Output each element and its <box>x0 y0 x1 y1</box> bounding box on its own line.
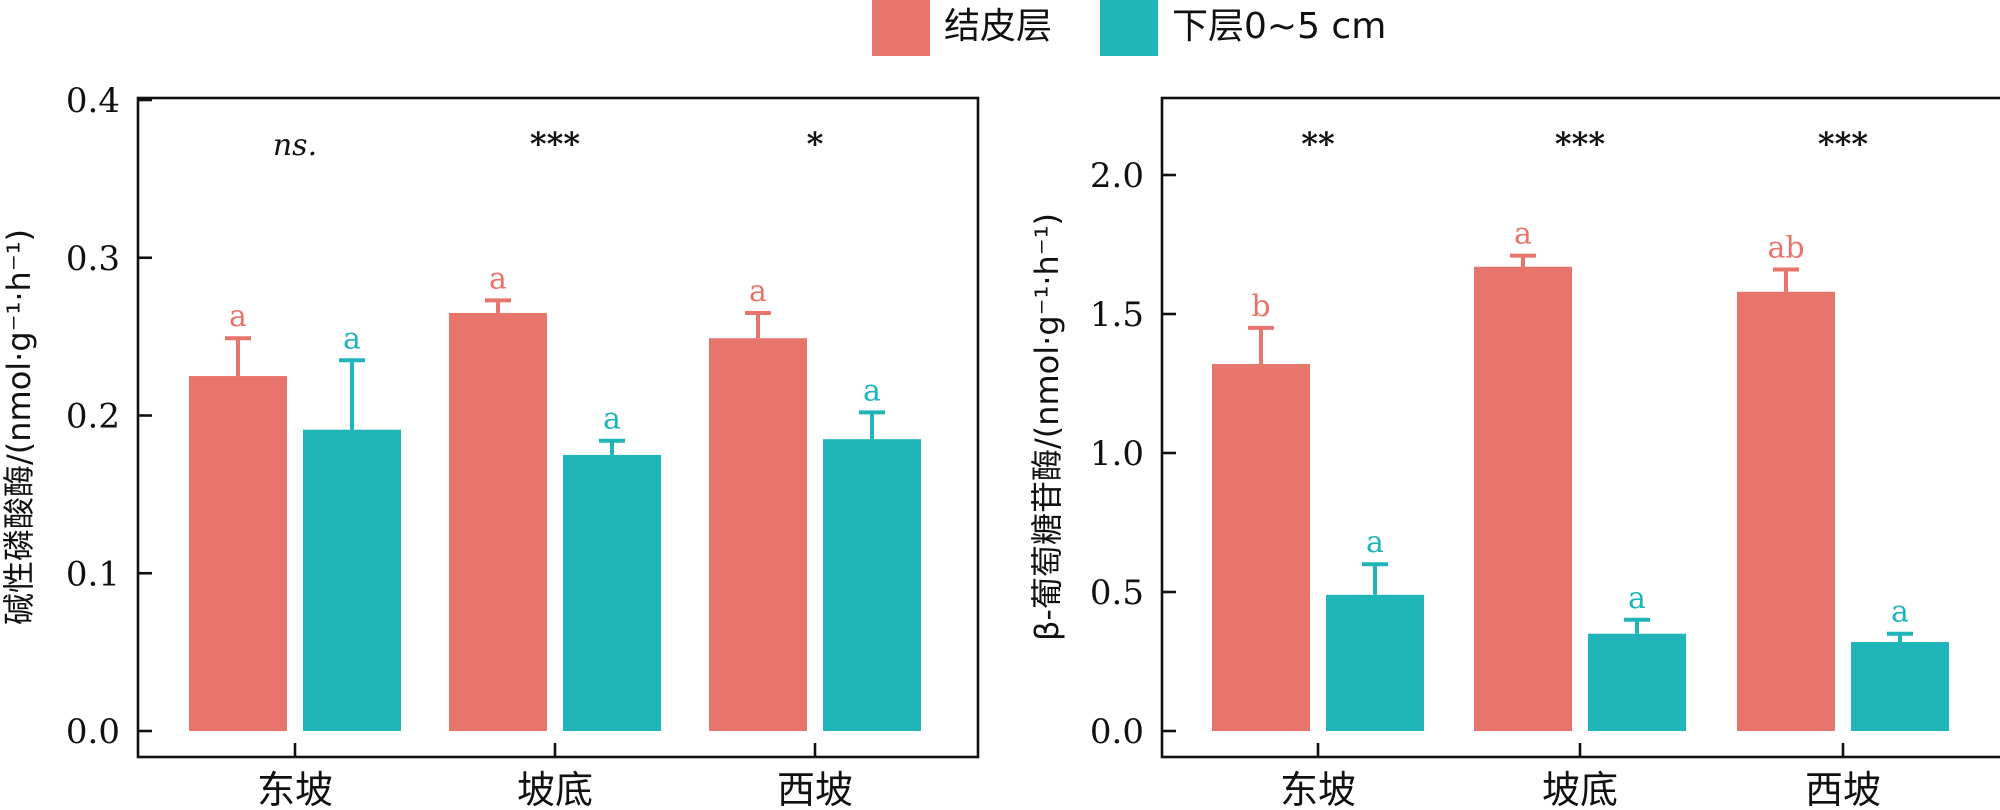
y-tick-label: 0.3 <box>66 239 120 279</box>
significance-label: *** <box>1818 125 1868 163</box>
group-letter: a <box>749 274 767 309</box>
group-letter: a <box>1891 595 1909 630</box>
bar <box>1588 633 1686 731</box>
x-tick-label: 西坡 <box>777 768 853 810</box>
x-tick-label: 坡底 <box>1542 768 1618 810</box>
group-letter: a <box>343 321 361 356</box>
significance-label: ns. <box>273 128 317 163</box>
bar <box>1851 642 1949 731</box>
group-letter: a <box>1514 217 1532 252</box>
alkaline-phosphatase-chart: 0.0 0.1 0.2 0.3 0.4 碱性磷酸酶/(nmol·g⁻¹·h⁻¹) 东坡 ns.… <box>0 81 980 810</box>
bar <box>823 439 921 731</box>
bar <box>1474 266 1572 731</box>
y-tick-label: 0.2 <box>66 397 120 437</box>
bar <box>303 429 401 731</box>
legend-label-0: 结皮层 <box>944 6 1052 47</box>
group-letter: a <box>229 299 247 334</box>
plot-frame <box>136 96 980 759</box>
y-tick-label: 1.0 <box>1090 434 1144 474</box>
group-letter: a <box>1628 581 1646 616</box>
bar <box>189 376 287 731</box>
legend-swatch-1 <box>1100 0 1158 56</box>
bar <box>1212 364 1310 731</box>
group-letter: a <box>603 402 621 437</box>
y-tick-label: 1.5 <box>1090 295 1144 335</box>
y-tick-label: 2.0 <box>1090 156 1144 196</box>
group-letter: a <box>1366 525 1384 560</box>
beta-glucosidase-chart: 0.0 0.5 1.0 1.5 2.0 β-葡萄糖苷酶/(nmol·g⁻¹·h⁻¹) 东坡 *… <box>1028 96 2000 810</box>
x-tick-label: 东坡 <box>1280 768 1356 810</box>
x-tick-label: 东坡 <box>257 768 333 810</box>
y-tick-label: 0.0 <box>1090 712 1144 752</box>
significance-label: *** <box>530 125 580 163</box>
bar <box>563 454 661 731</box>
y-tick-label: 0.1 <box>66 554 120 594</box>
x-tick-label: 坡底 <box>517 768 593 810</box>
legend-swatch-0 <box>872 0 930 56</box>
group-letter: a <box>489 261 507 296</box>
legend: 结皮层 下层0~5 cm <box>872 0 1386 56</box>
y-tick-label: 0.5 <box>1090 573 1144 613</box>
y-tick-label: 0.4 <box>66 81 120 121</box>
significance-label: *** <box>1555 125 1605 163</box>
plot-frame <box>1160 96 2000 759</box>
bar <box>1737 291 1835 731</box>
legend-label-1: 下层0~5 cm <box>1172 6 1386 47</box>
bar <box>449 312 547 731</box>
x-tick-label: 西坡 <box>1805 768 1881 810</box>
group-letter: b <box>1251 289 1270 324</box>
group-letter: ab <box>1767 231 1804 266</box>
y-axis-title: β-葡萄糖苷酶/(nmol·g⁻¹·h⁻¹) <box>1028 213 1066 641</box>
bar <box>1326 594 1424 731</box>
y-axis-title: 碱性磷酸酶/(nmol·g⁻¹·h⁻¹) <box>0 229 38 625</box>
bar <box>709 338 807 731</box>
significance-label: ** <box>1301 125 1335 163</box>
y-tick-label: 0.0 <box>66 712 120 752</box>
significance-label: * <box>807 125 824 163</box>
group-letter: a <box>863 373 881 408</box>
